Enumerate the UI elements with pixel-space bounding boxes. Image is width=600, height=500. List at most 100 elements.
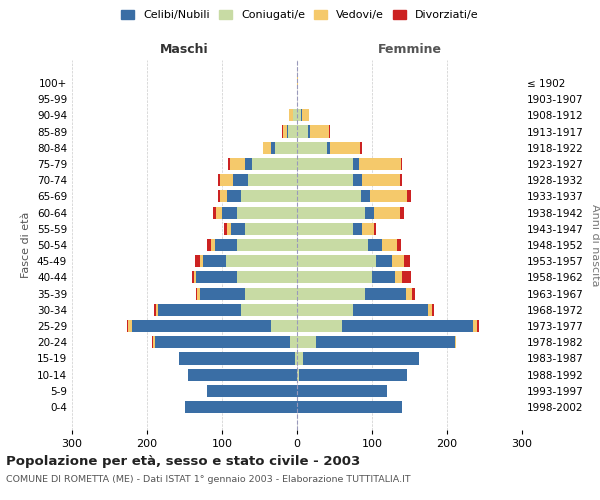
Bar (237, 239, 297, 251)
Bar (365, 288, 406, 300)
Bar (283, 126, 287, 138)
Bar (308, 126, 310, 138)
Bar (248, 174, 297, 186)
Bar (224, 222, 227, 235)
Bar (297, 336, 316, 348)
Bar (237, 206, 297, 218)
Bar (213, 206, 216, 218)
Bar (297, 142, 327, 154)
Bar (342, 320, 473, 332)
Bar (207, 385, 297, 397)
Bar (360, 142, 362, 154)
Bar (353, 222, 362, 235)
Bar (287, 126, 288, 138)
Bar (370, 190, 407, 202)
Text: COMUNE DI ROMETTA (ME) - Dati ISTAT 1° gennaio 2003 - Elaborazione TUTTITALIA.IT: COMUNE DI ROMETTA (ME) - Dati ISTAT 1° g… (6, 475, 410, 484)
Bar (368, 239, 382, 251)
Bar (397, 239, 401, 251)
Bar (207, 239, 211, 251)
Bar (316, 336, 455, 348)
Text: Maschi: Maschi (160, 44, 209, 57)
Bar (218, 174, 220, 186)
Bar (127, 320, 128, 332)
Bar (302, 109, 309, 122)
Bar (231, 222, 245, 235)
Bar (195, 255, 199, 268)
Bar (199, 255, 203, 268)
Bar (353, 174, 362, 186)
Bar (401, 158, 402, 170)
Bar (373, 206, 400, 218)
Bar (359, 158, 401, 170)
Bar (203, 255, 226, 268)
Bar (330, 142, 360, 154)
Bar (233, 174, 248, 186)
Bar (241, 304, 297, 316)
Bar (179, 352, 295, 364)
Bar (289, 109, 293, 122)
Bar (155, 336, 290, 348)
Bar (215, 239, 237, 251)
Bar (290, 336, 297, 348)
Bar (199, 288, 245, 300)
Bar (362, 222, 373, 235)
Y-axis label: Anni di nascita: Anni di nascita (590, 204, 600, 286)
Bar (297, 109, 301, 122)
Bar (245, 288, 297, 300)
Bar (477, 320, 479, 332)
Bar (299, 368, 407, 381)
Bar (297, 255, 376, 268)
Bar (152, 336, 153, 348)
Bar (297, 288, 365, 300)
Bar (128, 320, 132, 332)
Bar (297, 304, 353, 316)
Bar (229, 158, 245, 170)
Bar (301, 109, 302, 122)
Bar (297, 320, 342, 332)
Bar (353, 158, 359, 170)
Bar (297, 222, 353, 235)
Bar (216, 206, 222, 218)
Bar (297, 352, 303, 364)
Bar (376, 255, 392, 268)
Bar (196, 288, 197, 300)
Bar (329, 126, 330, 138)
Bar (222, 206, 237, 218)
Bar (275, 142, 297, 154)
Bar (193, 272, 196, 283)
Bar (245, 222, 297, 235)
Bar (297, 401, 402, 413)
Bar (353, 304, 428, 316)
Bar (297, 272, 372, 283)
Bar (406, 288, 412, 300)
Bar (220, 174, 233, 186)
Bar (252, 158, 297, 170)
Text: Femmine: Femmine (377, 44, 442, 57)
Bar (241, 190, 297, 202)
Bar (404, 255, 409, 268)
Bar (197, 288, 199, 300)
Bar (297, 126, 308, 138)
Bar (271, 320, 297, 332)
Text: Popolazione per età, sesso e stato civile - 2003: Popolazione per età, sesso e stato civil… (6, 455, 360, 468)
Bar (237, 272, 297, 283)
Bar (220, 190, 227, 202)
Bar (303, 352, 419, 364)
Bar (412, 288, 415, 300)
Bar (297, 206, 365, 218)
Bar (365, 206, 373, 218)
Bar (297, 385, 387, 397)
Bar (228, 158, 229, 170)
Bar (295, 352, 297, 364)
Bar (400, 174, 402, 186)
Bar (432, 304, 433, 316)
Bar (297, 190, 361, 202)
Bar (188, 368, 297, 381)
Legend: Celibi/Nubili, Coniugati/e, Vedovi/e, Divorziati/e: Celibi/Nubili, Coniugati/e, Vedovi/e, Di… (117, 6, 483, 25)
Bar (297, 368, 299, 381)
Bar (288, 126, 297, 138)
Y-axis label: Fasce di età: Fasce di età (22, 212, 31, 278)
Bar (227, 222, 231, 235)
Bar (407, 190, 411, 202)
Bar (373, 222, 376, 235)
